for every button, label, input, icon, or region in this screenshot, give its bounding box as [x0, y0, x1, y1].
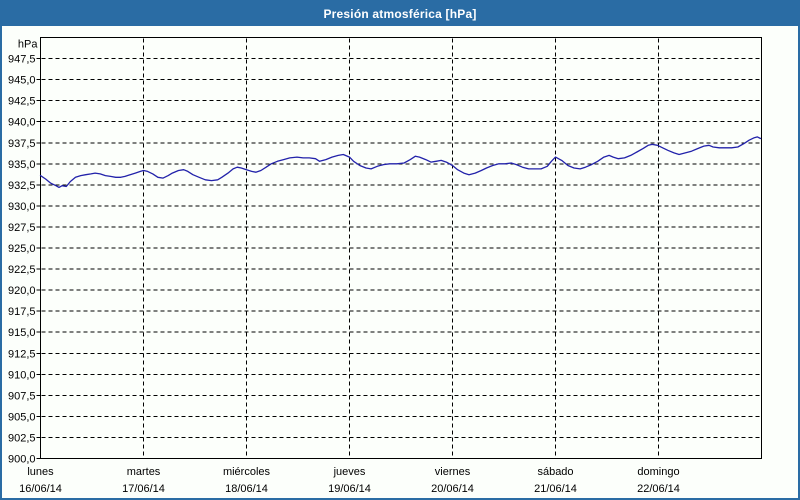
y-tick-label: 915,0 — [8, 327, 36, 339]
pressure-chart: 947,5 945,0 942,5 940,0 937,5 935,0 932,5 930,0… — [8, 37, 762, 495]
date-label: 22/06/14 — [637, 483, 680, 495]
date-label: 21/06/14 — [534, 483, 577, 495]
y-tick-label: 907,5 — [8, 390, 36, 402]
chart-title: Presión atmosférica [hPa] — [323, 7, 477, 21]
y-tick-label: 940,0 — [8, 117, 36, 129]
y-tick-label: 917,5 — [8, 306, 36, 318]
plot-border — [40, 37, 762, 459]
y-tick-label: 937,5 — [8, 138, 36, 150]
y-tick-label: 942,5 — [8, 96, 36, 108]
y-tick-label: 910,0 — [8, 369, 36, 381]
date-label: 16/06/14 — [19, 483, 62, 495]
date-label: 19/06/14 — [328, 483, 371, 495]
day-label: martes — [127, 466, 161, 478]
y-tick-label: 920,0 — [8, 285, 36, 297]
y-tick-label: 912,5 — [8, 348, 36, 360]
day-label: lunes — [27, 466, 54, 478]
day-label: sábado — [537, 466, 573, 478]
chart-area: 947,5 945,0 942,5 940,0 937,5 935,0 932,5 930,0… — [2, 26, 798, 498]
y-tick-label: 905,0 — [8, 411, 36, 423]
y-grid: 947,5 945,0 942,5 940,0 937,5 935,0 932,5 930,0… — [8, 54, 761, 466]
day-label: jueves — [333, 466, 366, 478]
y-tick-label: 922,5 — [8, 264, 36, 276]
y-tick-label: 947,5 — [8, 54, 36, 66]
y-tick-label: 935,0 — [8, 159, 36, 171]
y-tick-label: 925,0 — [8, 243, 36, 255]
y-tick-label: 902,5 — [8, 432, 36, 444]
y-tick-label: 930,0 — [8, 201, 36, 213]
y-tick-label: 927,5 — [8, 222, 36, 234]
y-tick-label: 945,0 — [8, 75, 36, 87]
date-label: 18/06/14 — [225, 483, 268, 495]
day-label: domingo — [637, 466, 679, 478]
day-label: viernes — [435, 466, 471, 478]
y-axis-unit-label: hPa — [18, 39, 38, 51]
y-tick-label: 932,5 — [8, 180, 36, 192]
x-axis-labels: lunes 16/06/14 martes 17/06/14 miércoles 18/0… — [19, 466, 680, 495]
pressure-line — [39, 136, 762, 189]
window-titlebar: Presión atmosférica [hPa] — [2, 2, 798, 26]
y-tick-label: 900,0 — [8, 454, 36, 466]
date-label: 20/06/14 — [431, 483, 474, 495]
date-label: 17/06/14 — [122, 483, 165, 495]
day-label: miércoles — [223, 466, 271, 478]
